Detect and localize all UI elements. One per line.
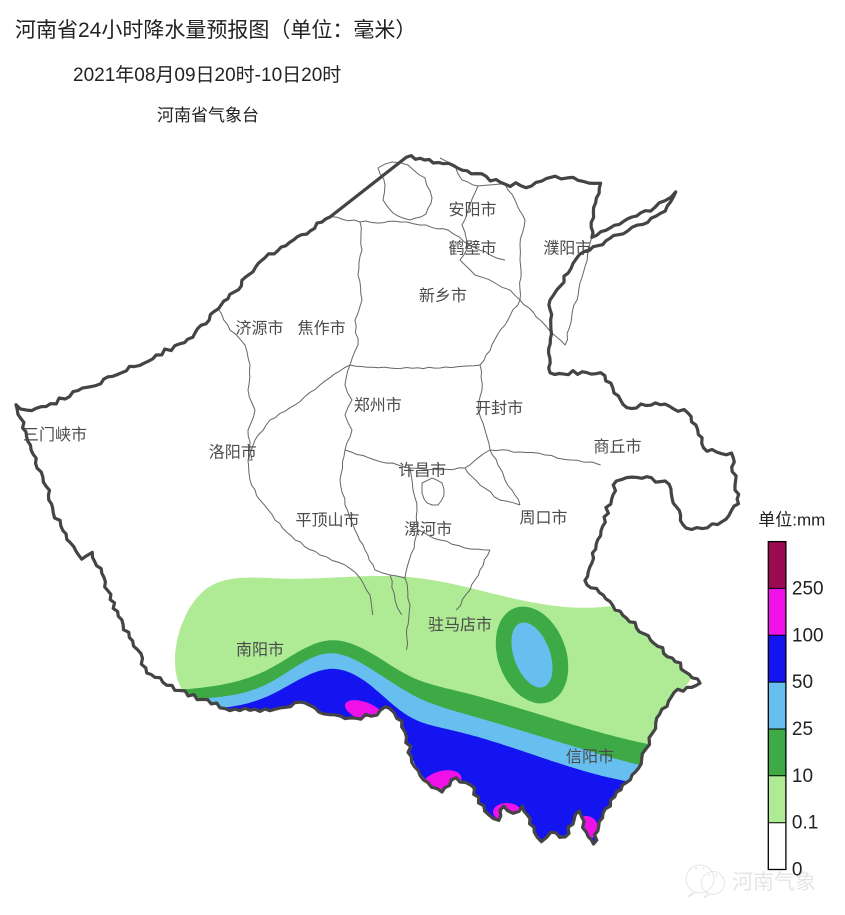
svg-text:25: 25 bbox=[792, 719, 813, 740]
svg-text:洛阳市: 洛阳市 bbox=[209, 444, 257, 462]
svg-text:商丘市: 商丘市 bbox=[593, 438, 641, 456]
svg-text:鹤壁市: 鹤壁市 bbox=[448, 239, 496, 258]
svg-text:10: 10 bbox=[792, 766, 813, 787]
svg-text:河南气象: 河南气象 bbox=[732, 871, 816, 894]
svg-text:100: 100 bbox=[792, 625, 824, 646]
svg-text:三门峡市: 三门峡市 bbox=[23, 426, 87, 444]
svg-text:濮阳市: 濮阳市 bbox=[543, 240, 591, 258]
svg-text:焦作市: 焦作市 bbox=[298, 319, 346, 337]
svg-text:信阳市: 信阳市 bbox=[566, 748, 614, 766]
svg-text:南阳市: 南阳市 bbox=[236, 641, 284, 659]
svg-text:济源市: 济源市 bbox=[235, 319, 283, 337]
svg-text:平顶山市: 平顶山市 bbox=[295, 512, 359, 530]
svg-text:漯河市: 漯河市 bbox=[404, 521, 452, 539]
svg-text:250: 250 bbox=[792, 578, 824, 599]
svg-text:单位:mm: 单位:mm bbox=[758, 511, 825, 530]
svg-text:新乡市: 新乡市 bbox=[419, 287, 467, 305]
svg-text:开封市: 开封市 bbox=[475, 399, 523, 417]
svg-text:0.1: 0.1 bbox=[792, 813, 818, 834]
svg-text:郑州市: 郑州市 bbox=[354, 396, 402, 414]
svg-text:安阳市: 安阳市 bbox=[448, 201, 496, 219]
svg-text:驻马店市: 驻马店市 bbox=[428, 616, 492, 634]
svg-text:许昌市: 许昌市 bbox=[398, 461, 446, 479]
svg-text:周口市: 周口市 bbox=[519, 509, 567, 527]
svg-text:50: 50 bbox=[792, 672, 813, 693]
